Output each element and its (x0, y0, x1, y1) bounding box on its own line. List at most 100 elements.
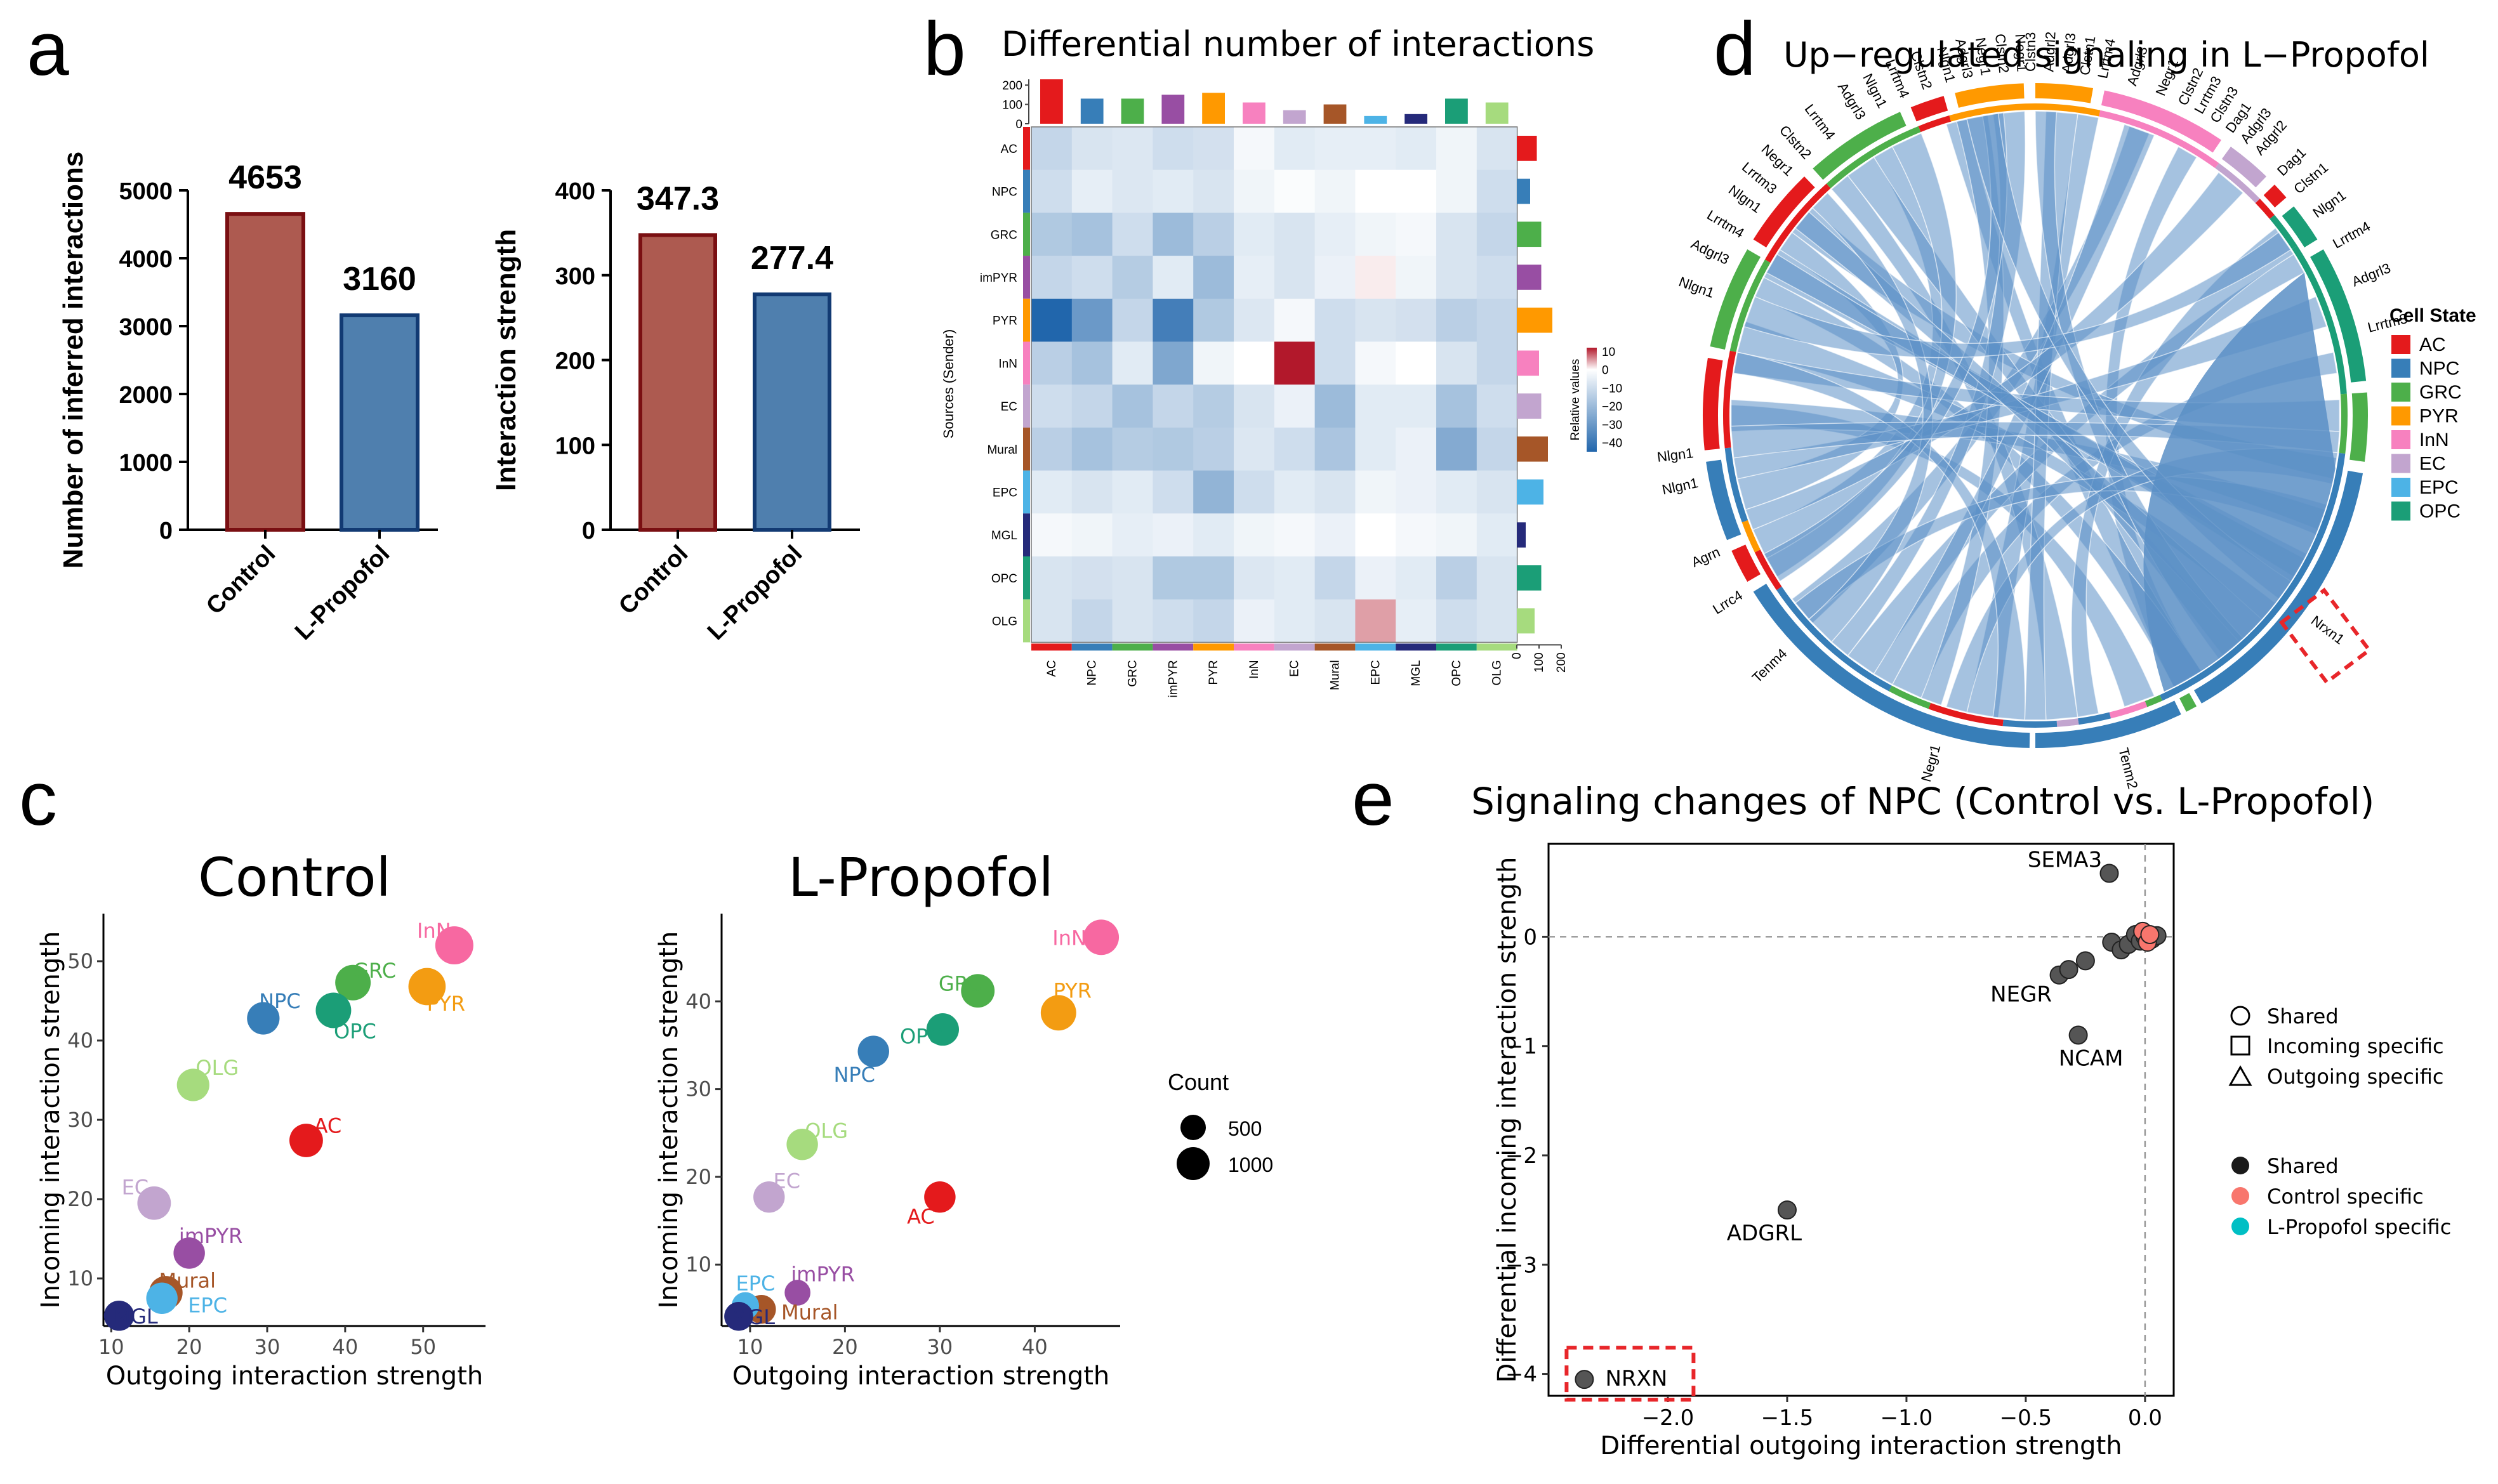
row-group-color-grc (1023, 213, 1030, 256)
top-bar-mural (1323, 104, 1347, 124)
heatmap-cell-ec-mgl (1396, 384, 1437, 428)
col-label-grc: GRC (1127, 660, 1140, 686)
heatmap-cell-npc-grc (1112, 169, 1153, 213)
chord-inner-track-ac (1723, 350, 1736, 449)
bar-chart-interaction-strength: 0 100 200 300 400 347.3 Control 277.4 L-Propofol… (491, 178, 860, 645)
chord-legend-label-grc: GRC (2419, 382, 2462, 403)
heatmap-cell-mgl-npc (1071, 513, 1113, 557)
heatmap-cell-ec-ac (1031, 384, 1073, 428)
point-sema3 (2099, 863, 2119, 883)
heatmap-cell-ec-npc (1071, 384, 1113, 428)
heatmap-cell-ec-epc (1355, 384, 1396, 428)
heatmap-cell-olg-grc (1112, 599, 1153, 643)
heatmap-cell-grc-inn (1234, 213, 1275, 256)
heatmap-cell-mgl-ec (1274, 513, 1316, 557)
heatmap-differential-interactions: Differential number of interactions AC NPC… (941, 24, 1622, 698)
y-tick-label: 1000 (119, 450, 173, 476)
heatmap-cell-mural-ec (1274, 427, 1316, 471)
plot-frame (1547, 843, 2175, 1397)
chord-ribbon-npc (2143, 272, 2336, 692)
heatmap-cell-grc-grc (1112, 213, 1153, 256)
heatmap-cell-grc-impyr (1153, 213, 1194, 256)
right-bar-pyr (1517, 307, 1552, 333)
count-legend: Count 500 1000 (1168, 1069, 1273, 1180)
point-pyr (1040, 995, 1076, 1031)
heatmap-cell-mural-epc (1355, 427, 1396, 471)
bar-l-propofol (340, 313, 420, 532)
chord-inner-track-npc (1724, 447, 1748, 523)
heatmap-cell-mgl-olg (1476, 513, 1518, 557)
heatmap-cell-pyr-inn (1234, 298, 1275, 342)
col-group-color-mural (1314, 643, 1356, 651)
heatmap-cell-grc-olg (1476, 213, 1518, 256)
heatmap-cell-olg-mgl (1396, 599, 1437, 643)
heatmap-cell-ac-grc (1112, 127, 1153, 171)
x-tick-label: 50 (410, 1335, 436, 1359)
heatmap-cell-pyr-grc (1112, 298, 1153, 342)
point-label-npc: NPC (833, 1063, 875, 1087)
col-label-epc: EPC (1369, 660, 1382, 685)
x-tick-label-l-propofol: L-Propofol (290, 541, 395, 646)
count-legend-label-small: 500 (1228, 1117, 1262, 1140)
row-group-color-epc (1023, 470, 1030, 514)
point-ac (924, 1181, 956, 1213)
point-label-pyr: PYR (1054, 978, 1092, 1002)
point-inn (1083, 919, 1120, 955)
heatmap-cell-mural-ac (1031, 427, 1073, 471)
heatmap-cell-ac-ac (1031, 127, 1073, 171)
heatmap-legend-bar (1587, 348, 1597, 452)
heatmap-cell-epc-mgl (1396, 470, 1437, 514)
chord-sector-inn (2101, 90, 2222, 153)
heatmap-cell-mural-mgl (1396, 427, 1437, 471)
heatmap-cell-opc-mgl (1396, 556, 1437, 600)
chord-inner-track-ac (1918, 115, 1952, 133)
heatmap-cell-ec-ec (1274, 384, 1316, 428)
chord-legend-label-epc: EPC (2419, 477, 2459, 498)
right-bar-tick-label: 200 (1555, 652, 1568, 673)
point-label-ac: AC (907, 1205, 935, 1229)
heatmap-cell-mgl-impyr (1153, 513, 1194, 557)
right-bar-npc (1517, 178, 1530, 204)
col-group-color-ec (1274, 643, 1315, 651)
heatmap-cell-mgl-ac (1031, 513, 1073, 557)
heatmap-cell-opc-ec (1274, 556, 1316, 600)
heatmap-cell-ac-inn (1234, 127, 1275, 171)
y-tick-label: 30 (685, 1077, 711, 1101)
gene-label-adgrl2: Adgrl2 (2040, 31, 2058, 72)
right-bar-opc (1517, 565, 1542, 591)
heatmap-cell-ac-opc (1436, 127, 1477, 171)
y-tick-label: −4 (1505, 1362, 1537, 1388)
gene-label-nrxn1: Nrxn1 (2308, 612, 2348, 647)
heatmap-cell-olg-impyr (1153, 599, 1194, 643)
point-ec (137, 1186, 171, 1220)
point-label-ncam: NCAM (2059, 1046, 2124, 1071)
chord-inner-track-inn (2099, 110, 2219, 169)
heatmap-cell-inn-mural (1314, 341, 1356, 385)
gene-label-nlgn1: Nlgn1 (1860, 71, 1890, 111)
heatmap-frame (1031, 126, 1518, 643)
chord-inner-track-opc (2292, 246, 2347, 395)
heatmap-cell-npc-npc (1071, 169, 1113, 213)
col-group-color-epc (1355, 643, 1396, 651)
heatmap-cell-inn-opc (1436, 341, 1477, 385)
chord-sector-grc (2179, 693, 2197, 712)
chord-inner-track-pyr (1741, 520, 1761, 553)
heatmap-legend-tick: −20 (1602, 400, 1622, 414)
heatmap-cell-olg-ac (1031, 599, 1073, 643)
heatmap-cell-impyr-npc (1071, 256, 1113, 299)
point-signal-6 (2075, 951, 2095, 971)
x-tick-label: −1.5 (1761, 1405, 1814, 1431)
point-label-adgrl: ADGRL (1727, 1221, 1802, 1246)
chord-inner-track-grc (1729, 259, 1771, 352)
heatmap-cell-pyr-impyr (1153, 298, 1194, 342)
y-axis-title: Interaction strength (491, 229, 522, 491)
y-tick-label: 0 (582, 518, 595, 544)
heatmap-cell-inn-ec (1274, 341, 1316, 385)
chord-sector-ec (2221, 147, 2267, 188)
point-label-pyr: PYR (427, 992, 465, 1016)
heatmap-cell-grc-pyr (1193, 213, 1234, 256)
heatmap-cell-grc-epc (1355, 213, 1396, 256)
point-epc (146, 1282, 178, 1314)
bar-control (638, 233, 717, 532)
